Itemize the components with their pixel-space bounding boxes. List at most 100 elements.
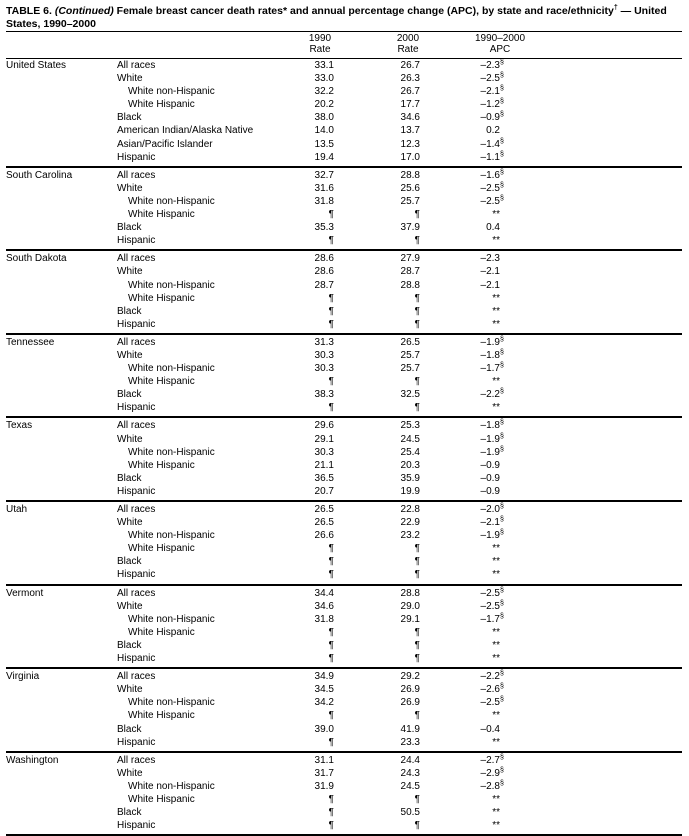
rate-2000: 24.3 [400, 767, 420, 779]
rate-1990: ¶ [328, 653, 334, 665]
table-row: Hispanic ¶ ¶ ** [6, 318, 682, 331]
column-head-line: Rate [397, 44, 419, 55]
apc-value: ** [492, 556, 500, 568]
table-row: Black 38.0 34.6 –0.9 § [6, 111, 682, 124]
apc-footnote: § [500, 168, 504, 176]
apc-value: –0.9 [480, 485, 500, 497]
rate-1990: 31.7 [314, 767, 334, 779]
rate-2000: 12.3 [400, 138, 420, 150]
race-label: Black [117, 556, 142, 568]
apc-footnote: § [500, 670, 504, 678]
rate-2000: ¶ [414, 318, 420, 330]
apc-value: –2.2 [480, 389, 500, 401]
race-label: White non-Hispanic [128, 86, 215, 98]
state-group: South Carolina All races 32.7 28.8 –1.6 § Whit… [6, 168, 682, 252]
apc-value: ** [492, 402, 500, 414]
rate-2000: ¶ [414, 639, 420, 651]
table-row: White non-Hispanic 31.8 25.7 –2.5 § [6, 195, 682, 208]
rate-2000: 24.5 [400, 433, 420, 445]
rate-1990: 38.3 [314, 389, 334, 401]
table-title: TABLE 6. (Continued) Female breast cance… [6, 5, 684, 31]
table-row: United States All races 33.1 26.7 –2.3 § [6, 59, 682, 72]
apc-footnote: § [500, 388, 504, 396]
apc-footnote: § [500, 445, 504, 453]
race-label: White non-Hispanic [128, 446, 215, 458]
race-label: White Hispanic [128, 459, 195, 471]
table-row: White non-Hispanic 26.6 23.2 –1.9 § [6, 529, 682, 542]
table-row: Virginia All races 34.9 29.2 –2.2 § [6, 670, 682, 683]
rate-1990: 30.3 [314, 446, 334, 458]
apc-footnote: § [500, 419, 504, 427]
apc-footnote: § [500, 683, 504, 691]
rate-1990: ¶ [328, 305, 334, 317]
rate-1990: 29.1 [314, 433, 334, 445]
rate-1990: 38.0 [314, 112, 334, 124]
rate-2000: ¶ [414, 543, 420, 555]
table-row: Washington All races 31.1 24.4 –2.7 § [6, 754, 682, 767]
title-end: — United States, 1990–2000 [6, 5, 667, 30]
apc-value: –1.9 [480, 433, 500, 445]
race-label: Black [117, 639, 142, 651]
rate-2000: 22.9 [400, 517, 420, 529]
table-row: White Hispanic ¶ ¶ ** [6, 709, 682, 722]
rate-1990: ¶ [328, 402, 334, 414]
state-group: Washington All races 31.1 24.4 –2.7 § White 31.… [6, 753, 682, 836]
rate-2000: 27.9 [400, 253, 420, 265]
rate-2000: ¶ [414, 710, 420, 722]
apc-value: –1.2 [480, 99, 500, 111]
race-label: White [117, 684, 143, 696]
apc-footnote: § [500, 612, 504, 620]
table-row: Vermont All races 34.4 28.8 –2.5 § [6, 587, 682, 600]
table-row: Tennessee All races 31.3 26.5 –1.9 § [6, 336, 682, 349]
race-label: White [117, 433, 143, 445]
table-row: Hispanic ¶ ¶ ** [6, 234, 682, 247]
apc-value: ** [492, 569, 500, 581]
table-row: White Hispanic ¶ ¶ ** [6, 626, 682, 639]
apc-value: –1.4 [480, 138, 500, 150]
rate-2000: ¶ [414, 209, 420, 221]
column-head-line: 2000 [396, 33, 420, 44]
rate-1990: 20.2 [314, 99, 334, 111]
apc-value: 0.4 [486, 222, 500, 234]
state-group: United States All races 33.1 26.7 –2.3 § White… [6, 58, 682, 168]
rate-1990: ¶ [328, 209, 334, 221]
race-label: American Indian/Alaska Native [117, 125, 254, 137]
rate-2000: 50.5 [400, 807, 420, 819]
apc-value: ** [492, 807, 500, 819]
apc-value: –0.9 [480, 112, 500, 124]
table-row: Black 39.0 41.9 –0.4 [6, 723, 682, 736]
table-row: Hispanic ¶ ¶ ** [6, 819, 682, 832]
table-row: White Hispanic ¶ ¶ ** [6, 793, 682, 806]
column-head-line: APC [489, 44, 511, 55]
race-label: All races [117, 169, 156, 181]
race-label: White [117, 182, 143, 194]
table-row: Hispanic 19.4 17.0 –1.1 § [6, 151, 682, 164]
rate-2000: 20.3 [400, 459, 420, 471]
rate-1990: 30.3 [314, 349, 334, 361]
rate-1990: 34.2 [314, 697, 334, 709]
race-label: White Hispanic [128, 710, 195, 722]
apc-footnote: § [500, 586, 504, 594]
race-label: White Hispanic [128, 292, 195, 304]
table-row: Utah All races 26.5 22.8 –2.0 § [6, 503, 682, 516]
rate-2000: 29.2 [400, 671, 420, 683]
table-row: South Dakota All races 28.6 27.9 –2.3 [6, 252, 682, 265]
table-row: Hispanic ¶ ¶ ** [6, 568, 682, 581]
rate-1990: ¶ [328, 736, 334, 748]
apc-footnote: § [500, 137, 504, 145]
rate-2000: 24.5 [400, 780, 420, 792]
rate-1990: ¶ [328, 292, 334, 304]
rate-1990: 20.7 [314, 485, 334, 497]
table-row: White Hispanic 20.2 17.7 –1.2 § [6, 98, 682, 111]
apc-value: ** [492, 543, 500, 555]
apc-value: –2.1 [480, 279, 500, 291]
apc-value: –2.2 [480, 671, 500, 683]
rate-2000: 23.3 [400, 736, 420, 748]
rate-2000: 19.9 [400, 485, 420, 497]
race-label: All races [117, 336, 156, 348]
table-row: Hispanic ¶ ¶ ** [6, 652, 682, 665]
race-label: Black [117, 112, 142, 124]
race-label: White non-Hispanic [128, 697, 215, 709]
rate-2000: ¶ [414, 235, 420, 247]
